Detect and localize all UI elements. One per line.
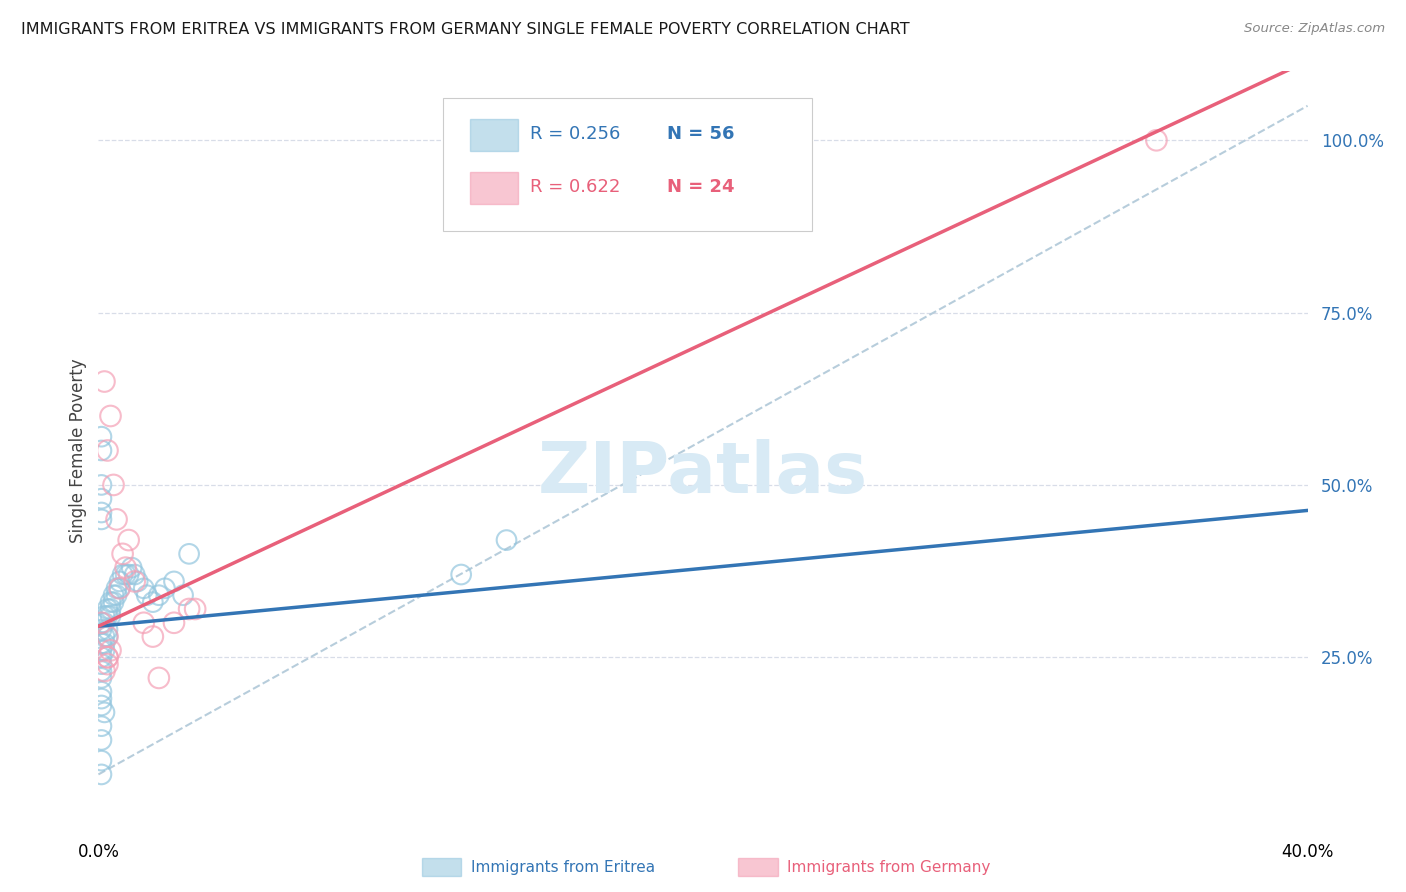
- FancyBboxPatch shape: [470, 120, 517, 151]
- FancyBboxPatch shape: [470, 172, 517, 204]
- Text: N = 24: N = 24: [666, 178, 734, 196]
- Point: [90, 754, 112, 768]
- Point: [127, 574, 149, 589]
- Point: [90, 615, 112, 630]
- Point: [93, 608, 115, 623]
- Point: [93, 636, 115, 650]
- Point: [111, 547, 134, 561]
- Y-axis label: Single Female Poverty: Single Female Poverty: [69, 359, 87, 542]
- Point: [90, 512, 112, 526]
- Text: Immigrants from Eritrea: Immigrants from Eritrea: [471, 860, 655, 874]
- Point: [90, 650, 112, 665]
- Point: [90, 430, 112, 444]
- Point: [142, 630, 165, 644]
- Point: [96, 650, 118, 665]
- Point: [90, 733, 112, 747]
- Point: [105, 582, 128, 596]
- Point: [118, 533, 141, 547]
- Point: [118, 567, 141, 582]
- FancyBboxPatch shape: [443, 98, 811, 231]
- Text: Source: ZipAtlas.com: Source: ZipAtlas.com: [1244, 22, 1385, 36]
- Point: [90, 478, 112, 492]
- Text: IMMIGRANTS FROM ERITREA VS IMMIGRANTS FROM GERMANY SINGLE FEMALE POVERTY CORRELA: IMMIGRANTS FROM ERITREA VS IMMIGRANTS FR…: [21, 22, 910, 37]
- Point: [179, 602, 201, 616]
- Point: [96, 630, 118, 644]
- Point: [90, 698, 112, 713]
- Point: [135, 588, 157, 602]
- Point: [108, 582, 131, 596]
- Point: [124, 567, 146, 582]
- Point: [148, 671, 170, 685]
- Point: [132, 582, 155, 596]
- Point: [1144, 133, 1167, 147]
- Point: [100, 409, 122, 423]
- Point: [93, 664, 115, 678]
- Point: [121, 560, 143, 574]
- Point: [93, 375, 115, 389]
- Point: [93, 643, 115, 657]
- Point: [100, 595, 122, 609]
- Point: [450, 567, 472, 582]
- Point: [90, 643, 112, 657]
- Point: [142, 595, 165, 609]
- Point: [90, 684, 112, 698]
- Point: [90, 443, 112, 458]
- Point: [105, 512, 128, 526]
- Point: [108, 582, 131, 596]
- Text: ZIPatlas: ZIPatlas: [538, 439, 868, 508]
- Point: [96, 602, 118, 616]
- Point: [114, 560, 136, 574]
- Point: [108, 574, 131, 589]
- Point: [90, 767, 112, 781]
- Point: [495, 533, 517, 547]
- Point: [153, 582, 176, 596]
- Point: [90, 615, 112, 630]
- Point: [132, 615, 155, 630]
- Point: [90, 491, 112, 506]
- Point: [90, 636, 112, 650]
- Point: [148, 588, 170, 602]
- Point: [103, 595, 125, 609]
- Point: [163, 574, 186, 589]
- Point: [93, 615, 115, 630]
- Point: [96, 443, 118, 458]
- Point: [179, 547, 201, 561]
- Point: [100, 608, 122, 623]
- Point: [124, 574, 146, 589]
- Point: [90, 691, 112, 706]
- Point: [90, 671, 112, 685]
- Point: [90, 664, 112, 678]
- Point: [96, 623, 118, 637]
- Point: [96, 608, 118, 623]
- Point: [103, 588, 125, 602]
- Point: [96, 650, 118, 665]
- Point: [93, 706, 115, 720]
- Text: R = 0.622: R = 0.622: [530, 178, 620, 196]
- Point: [114, 567, 136, 582]
- Point: [103, 478, 125, 492]
- Point: [100, 643, 122, 657]
- Point: [90, 506, 112, 520]
- Point: [100, 602, 122, 616]
- Point: [172, 588, 194, 602]
- Point: [90, 623, 112, 637]
- Text: N = 56: N = 56: [666, 125, 734, 144]
- Point: [105, 588, 128, 602]
- Text: Immigrants from Germany: Immigrants from Germany: [787, 860, 991, 874]
- Point: [90, 719, 112, 733]
- Text: R = 0.256: R = 0.256: [530, 125, 620, 144]
- Point: [90, 657, 112, 672]
- Point: [93, 630, 115, 644]
- Point: [96, 657, 118, 672]
- Point: [184, 602, 207, 616]
- Point: [163, 615, 186, 630]
- Point: [96, 630, 118, 644]
- Point: [111, 567, 134, 582]
